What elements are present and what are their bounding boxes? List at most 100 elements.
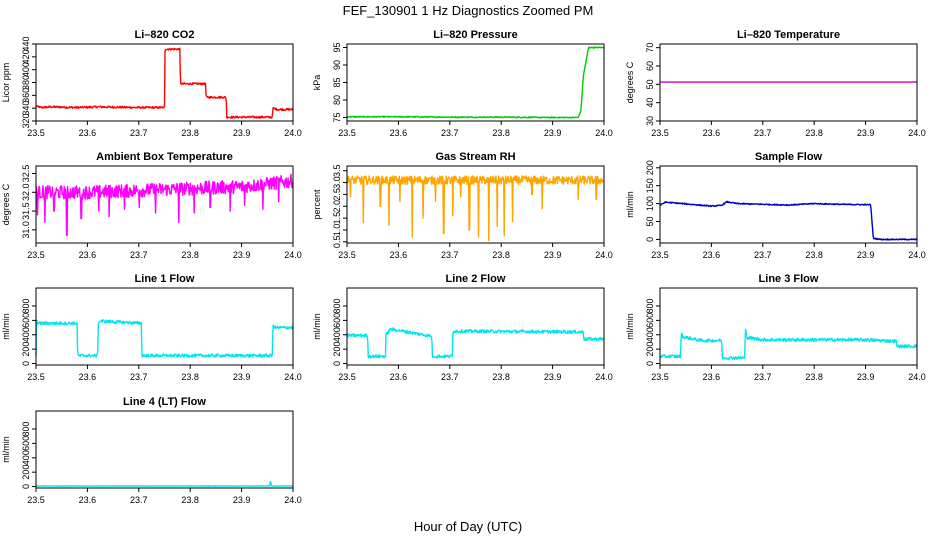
plot-frame xyxy=(346,287,605,366)
y-axis-label: percent xyxy=(312,189,322,220)
x-tick-label: 24.0 xyxy=(595,372,613,382)
y-tick-label: 800 xyxy=(645,298,655,313)
panel-title: Sample Flow xyxy=(755,151,823,163)
y-tick-label: 200 xyxy=(332,342,342,357)
panel-title: Line 3 Flow xyxy=(759,273,819,285)
plot-frame xyxy=(35,410,294,489)
x-tick-label: 23.7 xyxy=(130,372,148,382)
x-tick-label: 24.0 xyxy=(908,128,926,138)
x-tick-label: 23.7 xyxy=(130,495,148,505)
y-tick-label: 90 xyxy=(332,60,342,70)
x-tick-label: 24.0 xyxy=(595,250,613,260)
x-tick-label: 23.9 xyxy=(544,250,562,260)
x-tick-label: 23.7 xyxy=(441,128,459,138)
x-tick-label: 23.6 xyxy=(703,372,721,382)
panel-title: Ambient Box Temperature xyxy=(96,151,233,163)
x-tick-label: 23.8 xyxy=(181,128,199,138)
x-tick-label: 23.5 xyxy=(27,495,45,505)
series-line xyxy=(346,46,605,119)
x-tick-label: 24.0 xyxy=(908,372,926,382)
y-tick-label: 420 xyxy=(21,49,31,64)
y-tick-label: 60 xyxy=(645,61,655,71)
panel-title: Gas Stream RH xyxy=(435,151,515,163)
x-tick-label: 23.8 xyxy=(805,250,823,260)
y-tick-label: 30 xyxy=(645,116,655,126)
x-tick-label: 23.7 xyxy=(441,372,459,382)
panels: Li–820 CO2 Licor ppm 23.5 23.6 23.7 23.8 23.9 2… xyxy=(1,29,926,505)
x-tick-label: 23.5 xyxy=(651,372,669,382)
y-tick-label: 400 xyxy=(332,327,342,342)
x-tick-label: 23.7 xyxy=(754,250,772,260)
series-line xyxy=(346,175,605,242)
panel-title: Line 1 Flow xyxy=(135,273,195,285)
panel-7: Line 1 Flow ml/min 23.5 23.6 23.7 23.8 23.9 24.… xyxy=(1,273,302,382)
y-tick-label: 31.0 xyxy=(21,221,31,239)
x-tick-label: 23.9 xyxy=(857,250,875,260)
x-tick-label: 23.6 xyxy=(390,372,408,382)
y-axis-label: ml/min xyxy=(312,313,322,340)
y-tick-label: 85 xyxy=(332,77,342,87)
y-tick-label: 32.0 xyxy=(21,184,31,202)
figure-title: FEF_130901 1 Hz Diagnostics Zoomed PM xyxy=(343,3,594,18)
x-tick-label: 23.8 xyxy=(492,250,510,260)
y-axis-label: degrees C xyxy=(1,183,11,225)
y-tick-label: 340 xyxy=(21,101,31,116)
x-tick-label: 23.5 xyxy=(338,128,356,138)
y-axis-label: ml/min xyxy=(1,313,11,340)
y-tick-label: 800 xyxy=(332,298,342,313)
y-tick-label: 400 xyxy=(21,62,31,77)
series-line xyxy=(35,319,294,358)
y-tick-label: 95 xyxy=(332,42,342,52)
y-tick-label: 2.5 xyxy=(332,188,342,201)
plot-frame xyxy=(35,165,294,244)
y-tick-label: 200 xyxy=(645,342,655,357)
y-tick-label: 440 xyxy=(21,36,31,51)
y-axis-label: ml/min xyxy=(625,313,635,340)
plot-frame xyxy=(659,165,918,244)
y-tick-label: 200 xyxy=(645,160,655,175)
series-line xyxy=(659,200,918,241)
y-tick-label: 600 xyxy=(332,313,342,328)
y-axis-label: degrees C xyxy=(625,61,635,103)
panel-10: Line 4 (LT) Flow ml/min 23.5 23.6 23.7 23.8 23… xyxy=(1,396,302,505)
y-tick-label: 200 xyxy=(21,465,31,480)
y-tick-label: 0 xyxy=(332,361,342,366)
figure-xlabel: Hour of Day (UTC) xyxy=(414,519,522,534)
x-tick-label: 23.6 xyxy=(79,495,97,505)
y-tick-label: 50 xyxy=(645,79,655,89)
panel-title: Li–820 Pressure xyxy=(433,29,517,41)
y-tick-label: 40 xyxy=(645,98,655,108)
x-tick-label: 23.6 xyxy=(79,128,97,138)
panel-title: Line 4 (LT) Flow xyxy=(123,396,206,408)
x-tick-label: 23.5 xyxy=(27,128,45,138)
x-tick-label: 23.9 xyxy=(544,128,562,138)
y-tick-label: 0 xyxy=(21,484,31,489)
y-tick-label: 600 xyxy=(645,313,655,328)
y-tick-label: 320 xyxy=(21,113,31,128)
x-tick-label: 23.8 xyxy=(492,128,510,138)
x-tick-label: 23.8 xyxy=(181,495,199,505)
x-tick-label: 24.0 xyxy=(284,495,302,505)
x-tick-label: 23.5 xyxy=(27,372,45,382)
x-tick-label: 23.7 xyxy=(441,250,459,260)
x-tick-label: 23.7 xyxy=(754,128,772,138)
x-tick-label: 23.9 xyxy=(233,372,251,382)
x-tick-label: 24.0 xyxy=(595,128,613,138)
panel-4: Ambient Box Temperature degrees C 23.5 23.6… xyxy=(1,151,302,260)
panel-6: Sample Flow ml/min 23.5 23.6 23.7 23.8 23.9 24.… xyxy=(625,151,926,260)
y-tick-label: 1.5 xyxy=(332,212,342,225)
y-tick-label: 400 xyxy=(645,327,655,342)
plot-frame xyxy=(346,43,605,122)
series-line xyxy=(35,173,294,237)
x-tick-label: 23.9 xyxy=(544,372,562,382)
panel-8: Line 2 Flow ml/min 23.5 23.6 23.7 23.8 23.9 24.… xyxy=(312,273,613,382)
y-tick-label: 32.5 xyxy=(21,165,31,183)
x-tick-label: 23.9 xyxy=(233,128,251,138)
x-tick-label: 23.6 xyxy=(79,250,97,260)
x-tick-label: 23.7 xyxy=(130,250,148,260)
y-tick-label: 150 xyxy=(645,178,655,193)
plot-frame xyxy=(35,43,294,122)
panel-9: Line 3 Flow ml/min 23.5 23.6 23.7 23.8 23.9 24.… xyxy=(625,273,926,382)
y-tick-label: 800 xyxy=(21,421,31,436)
